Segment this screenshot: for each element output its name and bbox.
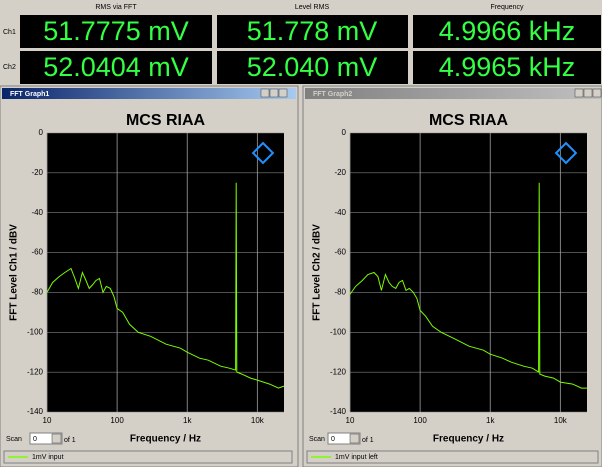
y-tick-label: -100: [330, 327, 347, 336]
y-tick-label: -40: [31, 208, 43, 217]
window-title: FFT Graph1: [10, 91, 49, 98]
readout-value: 4.9965 kHz: [439, 52, 576, 82]
y-axis-label: FFT Level Ch2 / dBV: [312, 224, 323, 321]
y-tick-label: -100: [27, 327, 44, 336]
maximize-button[interactable]: [269, 88, 279, 98]
logo: [554, 141, 578, 165]
x-tick-label: 10: [346, 416, 355, 425]
y-tick-label: -60: [31, 248, 43, 257]
scan-value: 0: [33, 436, 37, 443]
readout-box: [217, 51, 408, 84]
readout-value: 4.9966 kHz: [439, 16, 576, 46]
readout-boxes: [20, 15, 601, 84]
scan-of: of 1: [64, 437, 76, 444]
y-tick-label: -80: [31, 288, 43, 297]
minimize-button[interactable]: [574, 88, 584, 98]
y-tick-label: -120: [330, 367, 347, 376]
y-axis-label: FFT Level Ch1 / dBV: [9, 224, 20, 321]
readout-box: [413, 51, 601, 84]
maximize-button[interactable]: [583, 88, 593, 98]
legend-box: [3, 450, 293, 464]
y-tick-label: -140: [27, 407, 44, 416]
y-tick-label: -20: [31, 168, 43, 177]
readout-box: [413, 15, 601, 48]
header: RMS via FFT: [95, 4, 137, 11]
y-tick-label: -20: [334, 168, 346, 177]
scan-dropdown[interactable]: [51, 433, 62, 444]
legend-label: 1mV input left: [335, 454, 378, 461]
x-tick-label: 10: [43, 416, 52, 425]
logo: [251, 141, 275, 165]
header: Level RMS: [295, 4, 330, 11]
readout-box: [20, 51, 212, 84]
plot-area: [350, 133, 587, 412]
scan-label: Scan: [309, 436, 325, 443]
y-tick-label: 0: [342, 128, 347, 137]
legend-label: 1mV input: [32, 454, 64, 461]
scan-of: of 1: [362, 437, 374, 444]
readout-value: 52.0404 mV: [43, 52, 189, 82]
y-tick-label: -40: [334, 208, 346, 217]
readout-value: 51.778 mV: [247, 16, 378, 46]
spectrum-line: [46, 182, 285, 389]
channel-label: Ch2: [3, 64, 16, 71]
readout-value: 51.7775 mV: [43, 16, 189, 46]
scan-value: 0: [331, 436, 335, 443]
spectrum-line: [349, 182, 587, 389]
window-title: FFT Graph2: [313, 91, 352, 98]
x-axis-label: Frequency / Hz: [130, 434, 201, 445]
header: Frequency: [490, 4, 524, 11]
x-tick-label: 1k: [486, 416, 495, 425]
x-tick-label: 100: [413, 416, 427, 425]
close-button[interactable]: [278, 88, 288, 98]
x-tick-label: 10k: [251, 416, 265, 425]
readout-box: [217, 15, 408, 48]
legend-box: [306, 450, 599, 464]
y-tick-label: -140: [330, 407, 347, 416]
readout-box: [20, 15, 212, 48]
readout-value: 52.040 mV: [247, 52, 378, 82]
chart-title: MCS RIAA: [126, 112, 206, 129]
channel-label: Ch1: [3, 29, 16, 36]
scan-input[interactable]: [327, 432, 361, 445]
y-tick-label: 0: [39, 128, 44, 137]
close-button[interactable]: [592, 88, 602, 98]
x-axis-label: Frequency / Hz: [433, 434, 504, 445]
minimize-button[interactable]: [260, 88, 270, 98]
y-tick-label: -120: [27, 367, 44, 376]
x-tick-label: 100: [110, 416, 124, 425]
x-tick-label: 10k: [554, 416, 568, 425]
y-tick-label: -60: [334, 248, 346, 257]
title-bar: [2, 88, 296, 99]
scan-label: Scan: [6, 436, 22, 443]
x-tick-label: 1k: [183, 416, 192, 425]
scan-dropdown[interactable]: [349, 433, 360, 444]
plot-area: [47, 133, 284, 412]
title-bar: [305, 88, 601, 99]
chart-title: MCS RIAA: [429, 112, 509, 129]
scan-input[interactable]: [29, 432, 63, 445]
y-tick-label: -80: [334, 288, 346, 297]
